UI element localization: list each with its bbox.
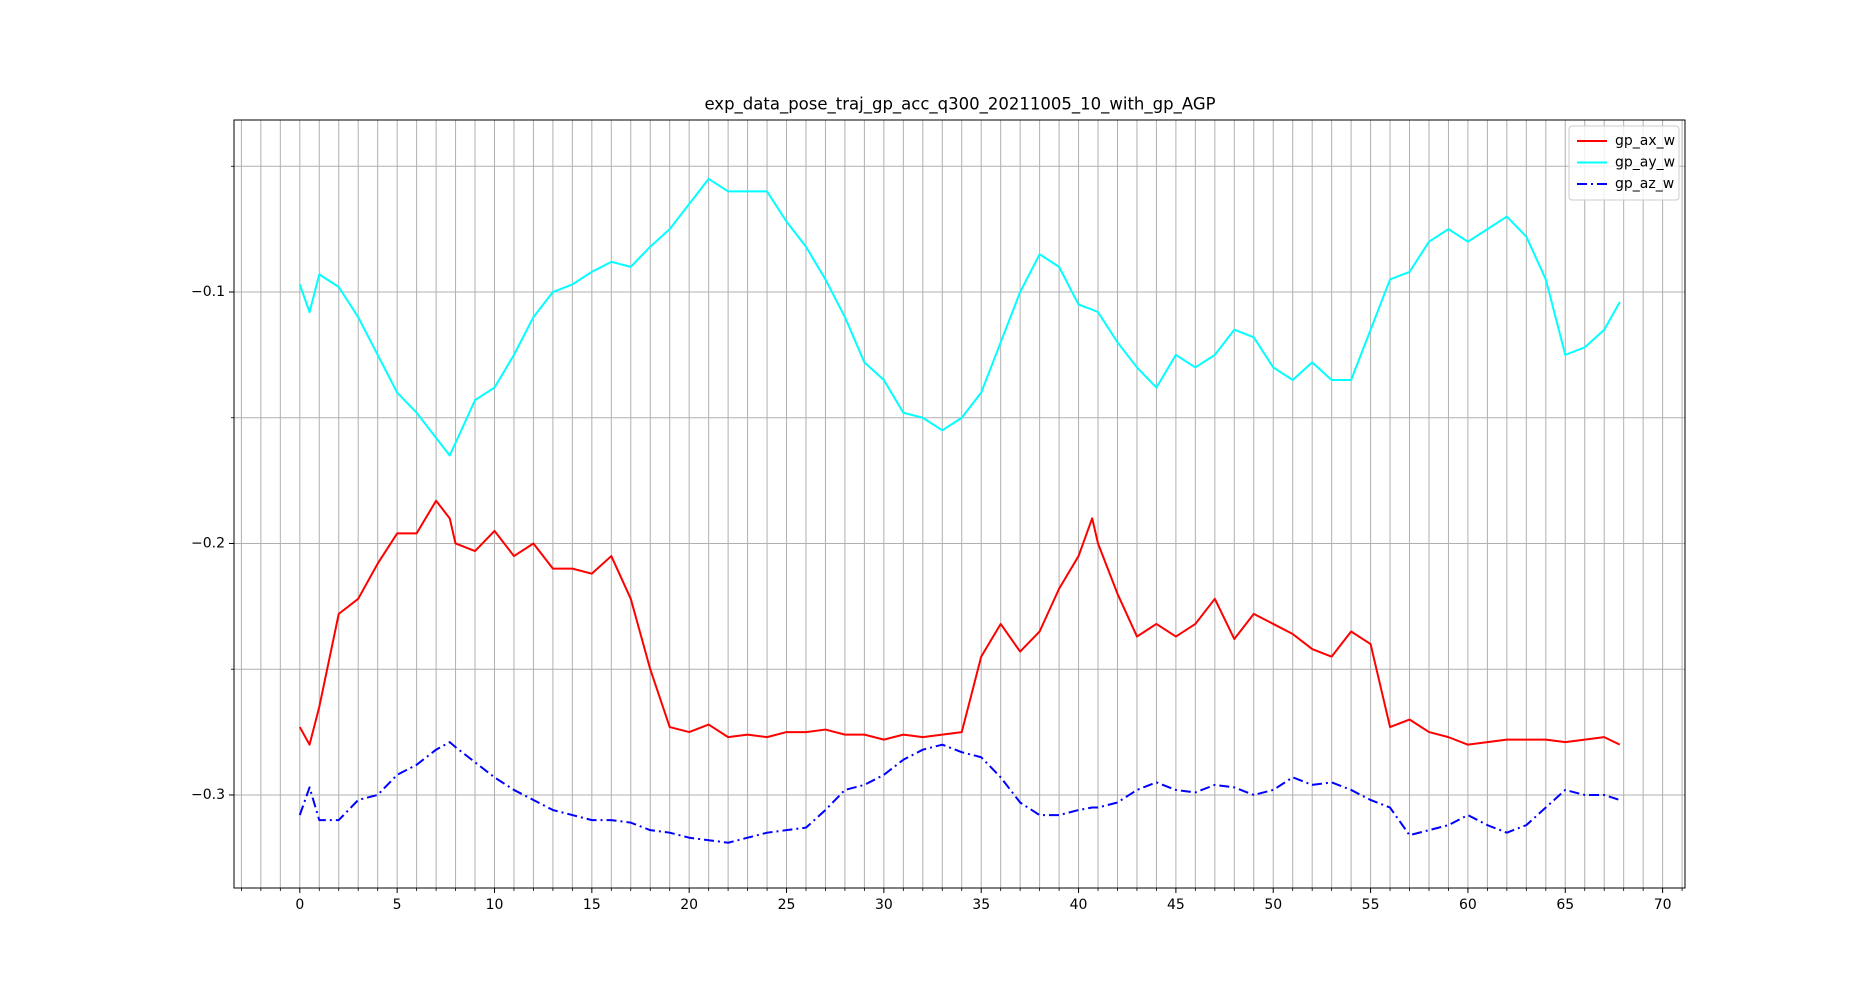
x-tick-label: 25 xyxy=(778,897,796,913)
x-tick-label: 70 xyxy=(1654,897,1672,913)
plot-frame xyxy=(233,119,1686,889)
y-tick-label: −0.3 xyxy=(191,787,225,803)
x-tick-label: 10 xyxy=(486,897,504,913)
legend-label: gp_ax_w xyxy=(1615,133,1675,149)
x-tick-label: 60 xyxy=(1459,897,1477,913)
x-tick-label: 15 xyxy=(583,897,601,913)
series-line xyxy=(298,499,1621,746)
y-tick-label: −0.1 xyxy=(191,284,225,300)
x-tick-label: 65 xyxy=(1556,897,1574,913)
legend-box xyxy=(1568,125,1680,201)
x-tick-label: 35 xyxy=(972,897,990,913)
x-tick-label: 45 xyxy=(1167,897,1185,913)
x-tick-label: 20 xyxy=(680,897,698,913)
legend-label: gp_ay_w xyxy=(1615,155,1675,171)
chart-title: exp_data_pose_traj_gp_acc_q300_20211005_… xyxy=(704,95,1215,115)
x-tick-label: 50 xyxy=(1264,897,1282,913)
x-tick-label: 30 xyxy=(875,897,893,913)
y-tick-label: −0.2 xyxy=(191,535,225,551)
legend-label: gp_az_w xyxy=(1615,176,1674,192)
series-line xyxy=(298,741,1621,844)
x-tick-label: 55 xyxy=(1362,897,1380,913)
x-tick-label: 0 xyxy=(295,897,304,913)
x-tick-label: 5 xyxy=(393,897,402,913)
x-tick-label: 40 xyxy=(1070,897,1088,913)
series-line xyxy=(298,177,1621,457)
